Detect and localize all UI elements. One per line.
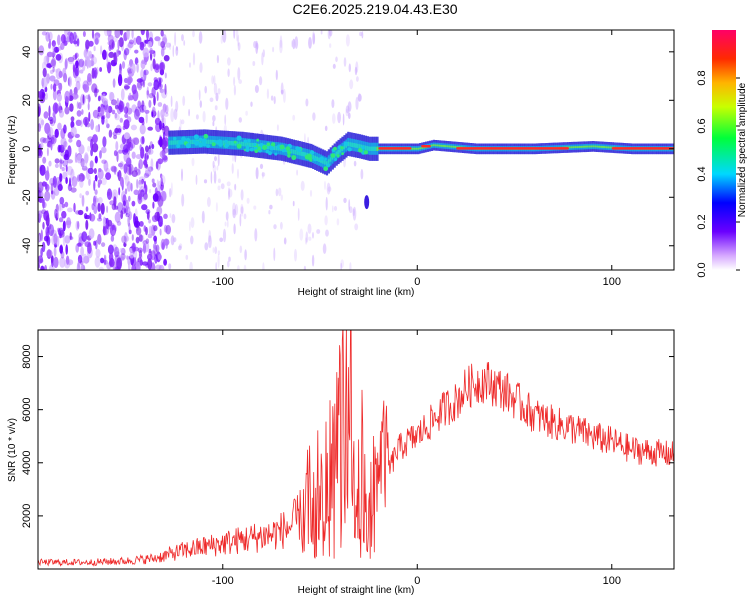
y-tick-label: 20 bbox=[21, 94, 33, 106]
y-tick-label: -20 bbox=[21, 189, 33, 205]
y-tick-label: 2000 bbox=[21, 504, 33, 528]
spectrogram-y-label: Frequency (Hz) bbox=[7, 116, 18, 185]
colorbar-tick-label: 0.8 bbox=[696, 70, 708, 85]
spectrogram-panel: -100 0 100 -40 -20 0 20 40 Height of straight l… bbox=[7, 29, 675, 298]
y-tick-label: -40 bbox=[21, 238, 33, 254]
colorbar-tick-label: 0.4 bbox=[696, 166, 708, 181]
x-tick-label: 0 bbox=[414, 575, 420, 587]
x-tick-label: 0 bbox=[414, 276, 420, 288]
colorbar-gradient bbox=[712, 30, 736, 270]
x-tick-label: -100 bbox=[212, 575, 234, 587]
x-tick-label: 100 bbox=[603, 276, 621, 288]
y-tick-label: 6000 bbox=[21, 397, 33, 421]
colorbar-label: Normalized spectral amplitude bbox=[737, 82, 748, 217]
colorbar-tick-label: 0.2 bbox=[696, 214, 708, 229]
x-tick-label: 100 bbox=[603, 575, 621, 587]
spectrogram-frame bbox=[37, 29, 675, 271]
spectrogram-axes: -100 0 100 -40 -20 0 20 40 bbox=[21, 30, 674, 288]
y-tick-label: 4000 bbox=[21, 451, 33, 475]
y-tick-label: 0 bbox=[21, 146, 33, 152]
snr-frame bbox=[37, 329, 675, 570]
snr-axes: -100 0 100 2000 4000 6000 8000 bbox=[21, 330, 674, 587]
figure-title: C2E6.2025.219.04.43.E30 bbox=[292, 1, 457, 17]
snr-y-label: SNR (10 * v/v) bbox=[7, 418, 18, 482]
colorbar-tick-label: 0.6 bbox=[696, 118, 708, 133]
colorbar-ticks: 0.0 0.2 0.4 0.6 0.8 bbox=[696, 70, 740, 278]
snr-series-line bbox=[38, 330, 674, 567]
colorbar-tick-label: 0.0 bbox=[696, 262, 708, 277]
y-tick-label: 40 bbox=[21, 46, 33, 58]
x-tick-label: -100 bbox=[212, 276, 234, 288]
colorbar: 0.0 0.2 0.4 0.6 0.8 Normalized spectral ampl… bbox=[696, 30, 748, 278]
snr-panel: -100 0 100 2000 4000 6000 8000 Height of strai… bbox=[7, 329, 675, 596]
y-tick-label: 8000 bbox=[21, 344, 33, 368]
snr-x-label: Height of straight line (km) bbox=[298, 585, 415, 596]
spectrogram-x-label: Height of straight line (km) bbox=[298, 287, 415, 298]
spectrogram-image bbox=[38, 30, 674, 270]
